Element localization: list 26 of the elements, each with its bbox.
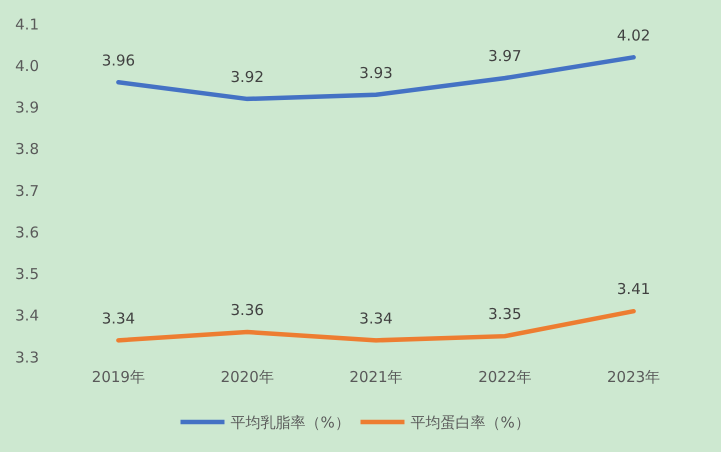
- x-tick-label: 2023年: [607, 368, 660, 386]
- data-label: 3.41: [616, 280, 650, 298]
- data-label: 3.34: [359, 309, 393, 328]
- y-tick-label: 3.9: [15, 98, 39, 116]
- y-tick-label: 3.7: [15, 182, 39, 200]
- y-tick-label: 4.0: [15, 56, 39, 75]
- x-tick-label: 2021年: [349, 368, 403, 386]
- y-tick-label: 3.6: [15, 223, 39, 242]
- y-tick-label: 3.4: [15, 306, 39, 325]
- y-tick-label: 3.3: [15, 348, 39, 366]
- legend-label: 平均蛋白率（%）: [410, 413, 530, 432]
- data-label: 3.36: [230, 301, 264, 320]
- data-label: 3.92: [230, 68, 264, 86]
- data-label: 3.35: [488, 305, 522, 324]
- data-label: 4.02: [616, 26, 650, 44]
- x-tick-label: 2020年: [220, 368, 274, 386]
- data-label: 3.96: [102, 51, 136, 70]
- legend-label: 平均乳脂率（%）: [230, 413, 350, 432]
- y-tick-label: 3.8: [15, 140, 39, 158]
- data-label: 3.97: [488, 47, 522, 66]
- x-tick-label: 2022年: [478, 368, 532, 386]
- data-label: 3.34: [102, 309, 136, 328]
- y-tick-label: 3.5: [15, 265, 39, 283]
- y-tick-label: 4.1: [15, 15, 39, 34]
- data-label: 3.93: [359, 64, 393, 82]
- x-tick-label: 2019年: [92, 368, 145, 386]
